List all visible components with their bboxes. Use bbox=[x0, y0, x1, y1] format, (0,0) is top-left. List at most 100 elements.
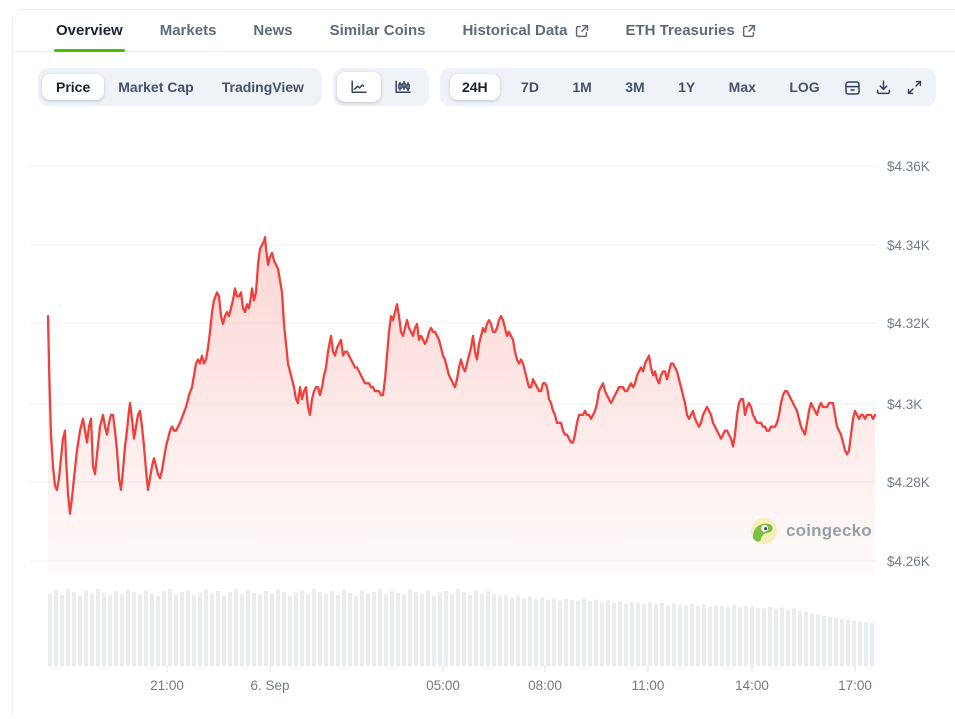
y-axis-label: $4.36K bbox=[887, 159, 930, 174]
volume-bar bbox=[540, 597, 544, 666]
volume-bar bbox=[336, 595, 340, 666]
volume-bar bbox=[330, 591, 334, 666]
volume-bar bbox=[390, 591, 394, 666]
range-7d-button[interactable]: 7D bbox=[509, 74, 551, 100]
volume-bar bbox=[504, 595, 508, 666]
volume-bar bbox=[576, 600, 580, 666]
line-chart-button[interactable] bbox=[336, 72, 381, 102]
volume-bar bbox=[192, 595, 196, 666]
volume-bar bbox=[546, 599, 550, 666]
volume-bar bbox=[612, 602, 616, 666]
download-icon bbox=[876, 79, 891, 94]
volume-bar bbox=[558, 600, 562, 666]
tab-eth-treasuries[interactable]: ETH Treasuries bbox=[626, 10, 756, 51]
volume-bar bbox=[168, 588, 172, 666]
tradingview-button[interactable]: TradingView bbox=[208, 74, 318, 100]
market-cap-button[interactable]: Market Cap bbox=[104, 74, 207, 100]
volume-bar bbox=[222, 595, 226, 666]
volume-bar bbox=[216, 591, 220, 666]
volume-bar bbox=[228, 591, 232, 666]
volume-bar bbox=[186, 590, 190, 666]
volume-bar bbox=[108, 595, 112, 666]
volume-bar bbox=[660, 602, 664, 666]
price-area bbox=[48, 237, 875, 575]
volume-bar bbox=[414, 591, 418, 666]
volume-bar bbox=[456, 588, 460, 666]
price-button[interactable]: Price bbox=[42, 74, 105, 100]
volume-bar bbox=[258, 595, 262, 666]
tab-historical-data[interactable]: Historical Data bbox=[462, 10, 588, 51]
volume-bar bbox=[834, 617, 838, 666]
volume-bar bbox=[288, 595, 292, 666]
fullscreen-button[interactable] bbox=[904, 76, 926, 98]
tab-markets[interactable]: Markets bbox=[160, 10, 217, 51]
volume-bar bbox=[642, 603, 646, 666]
range-3m-button[interactable]: 3M bbox=[613, 74, 656, 100]
date-range-button[interactable] bbox=[841, 76, 863, 98]
volume-bar bbox=[348, 592, 352, 666]
tab-bar: Overview Markets News Similar Coins Hist… bbox=[13, 10, 955, 52]
candlestick-chart-button[interactable] bbox=[381, 72, 425, 102]
volume-bar bbox=[264, 591, 268, 666]
volume-bar bbox=[444, 591, 448, 666]
volume-bar bbox=[570, 599, 574, 666]
volume-bar bbox=[798, 610, 802, 666]
range-1m-button[interactable]: 1M bbox=[560, 74, 603, 100]
volume-bar bbox=[600, 602, 604, 666]
volume-bar bbox=[654, 604, 658, 666]
tab-label: Historical Data bbox=[462, 22, 568, 39]
volume-bar bbox=[204, 589, 208, 666]
tab-overview[interactable]: Overview bbox=[54, 10, 125, 52]
volume-bar bbox=[822, 616, 826, 666]
volume-bar bbox=[150, 593, 154, 666]
log-scale-button[interactable]: LOG bbox=[777, 74, 831, 100]
volume-bar bbox=[78, 595, 82, 666]
range-24h-button[interactable]: 24H bbox=[449, 74, 500, 100]
x-axis-label: 11:00 bbox=[632, 678, 665, 693]
volume-bar bbox=[300, 590, 304, 666]
volume-bar bbox=[384, 594, 388, 666]
volume-bar bbox=[726, 606, 730, 666]
tab-similar-coins[interactable]: Similar Coins bbox=[330, 10, 426, 51]
volume-bar bbox=[318, 591, 322, 666]
volume-bar bbox=[324, 593, 328, 666]
tab-news[interactable]: News bbox=[253, 10, 292, 51]
volume-bar bbox=[396, 592, 400, 666]
volume-bar bbox=[462, 591, 466, 666]
volume-bar bbox=[666, 605, 670, 666]
range-group: 24H 7D 1M 3M 1Y Max LOG bbox=[439, 68, 936, 106]
volume-bar bbox=[678, 604, 682, 666]
volume-bar bbox=[90, 593, 94, 666]
candlestick-chart-icon bbox=[395, 80, 411, 93]
volume-bar bbox=[198, 592, 202, 666]
volume-bar bbox=[312, 588, 316, 666]
y-axis-label: $4.3K bbox=[887, 397, 922, 412]
tab-label: ETH Treasuries bbox=[625, 22, 735, 39]
volume-bar bbox=[780, 607, 784, 666]
volume-bar bbox=[708, 606, 712, 666]
volume-bar bbox=[786, 609, 790, 666]
volume-bar bbox=[360, 590, 364, 666]
volume-bar bbox=[498, 596, 502, 666]
volume-bar bbox=[732, 605, 736, 666]
download-chart-button[interactable] bbox=[873, 76, 895, 98]
volume-bar bbox=[66, 588, 70, 666]
volume-bar bbox=[594, 599, 598, 666]
volume-bar bbox=[618, 601, 622, 666]
volume-bar bbox=[516, 595, 520, 666]
volume-bar bbox=[210, 593, 214, 666]
y-axis-label: $4.32K bbox=[887, 316, 930, 331]
tab-label: News bbox=[253, 22, 293, 39]
volume-bar bbox=[762, 608, 766, 666]
volume-bar bbox=[774, 609, 778, 666]
volume-bar bbox=[438, 592, 442, 666]
range-max-button[interactable]: Max bbox=[717, 74, 768, 100]
volume-bar bbox=[480, 593, 484, 666]
volume-bar bbox=[858, 621, 862, 666]
volume-bar bbox=[630, 602, 634, 666]
x-axis-label: 21:00 bbox=[150, 678, 184, 693]
tab-label: Overview bbox=[56, 22, 123, 39]
range-1y-button[interactable]: 1Y bbox=[666, 74, 707, 100]
volume-bar bbox=[564, 598, 568, 666]
